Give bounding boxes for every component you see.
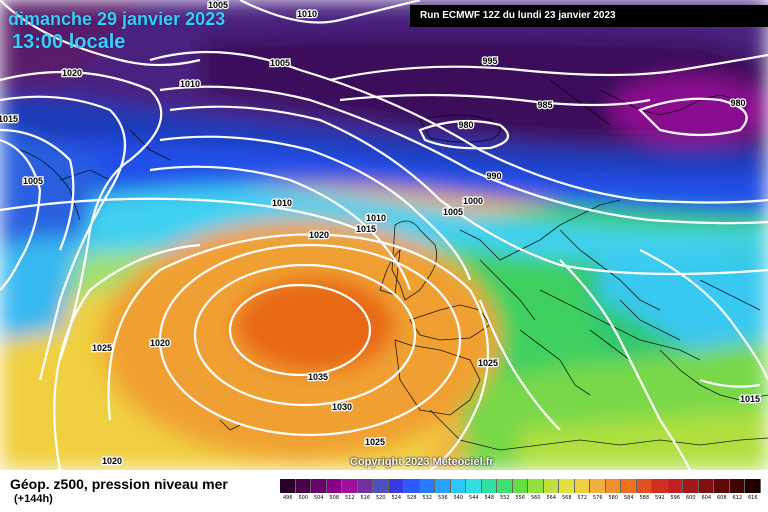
isobar-label: 1025	[365, 437, 385, 447]
scale-label: 572	[577, 495, 588, 501]
scale-label: 512	[344, 495, 355, 501]
isobars	[0, 0, 768, 470]
scale-swatch	[373, 479, 389, 493]
scale-label: 616	[747, 495, 758, 501]
isobar-label: 1000	[463, 196, 483, 206]
scale-label: 504	[313, 495, 324, 501]
scale-swatch	[636, 479, 652, 493]
scale-label: 608	[716, 495, 727, 501]
scale-label: 516	[360, 495, 371, 501]
scale-swatch	[481, 479, 497, 493]
scale-swatch	[342, 479, 358, 493]
scale-swatch	[357, 479, 373, 493]
copyright-text: Copyright 2023 Meteociel.fr	[350, 456, 494, 468]
scale-swatch	[621, 479, 637, 493]
scale-swatch	[435, 479, 451, 493]
scale-label: 540	[453, 495, 464, 501]
scale-label: 548	[484, 495, 495, 501]
scale-label: 528	[406, 495, 417, 501]
scale-label: 532	[422, 495, 433, 501]
isobar-label: 995	[482, 56, 497, 66]
scale-label: 568	[561, 495, 572, 501]
scale-swatch	[667, 479, 683, 493]
scale-swatch	[745, 479, 761, 493]
forecast-lead-time: (+144h)	[14, 493, 53, 505]
scale-swatch	[295, 479, 311, 493]
isobar-label: 1030	[332, 402, 352, 412]
forecast-date: dimanche 29 janvier 2023	[8, 9, 226, 29]
scale-swatch	[698, 479, 714, 493]
scale-label: 552	[499, 495, 510, 501]
scale-label: 612	[732, 495, 743, 501]
isobar-label: 1010	[272, 198, 292, 208]
scale-swatch	[512, 479, 528, 493]
z500-mslp-map: 1005 1010 1020 1015 1010 1005 1005 995 9…	[0, 0, 768, 470]
scale-swatch	[605, 479, 621, 493]
scale-swatch	[574, 479, 590, 493]
scale-swatch	[466, 479, 482, 493]
scale-label: 600	[685, 495, 696, 501]
product-title: Géop. z500, pression niveau mer	[10, 476, 228, 492]
isobar-label: 1015	[356, 224, 376, 234]
scale-swatch	[419, 479, 435, 493]
scale-label: 544	[468, 495, 479, 501]
isobar-label: 1020	[62, 68, 82, 78]
isobar-label: 1020	[150, 338, 170, 348]
isobar-label: 990	[486, 171, 501, 181]
isobar-label: 1020	[102, 456, 122, 466]
isobar-label: 1005	[443, 207, 463, 217]
scale-label: 564	[546, 495, 557, 501]
scale-swatch	[714, 479, 730, 493]
isobar-label: 985	[537, 100, 552, 110]
scale-swatch	[528, 479, 544, 493]
isobar-label: 1035	[308, 372, 328, 382]
scale-swatch	[729, 479, 745, 493]
isobar-label: 980	[730, 98, 745, 108]
scale-swatch	[388, 479, 404, 493]
isobar-label: 1025	[92, 343, 112, 353]
scale-swatch	[590, 479, 606, 493]
scale-label: 556	[515, 495, 526, 501]
scale-swatch	[311, 479, 327, 493]
scale-swatch	[280, 479, 296, 493]
scale-label: 500	[298, 495, 309, 501]
isobar-label: 1005	[23, 176, 43, 186]
scale-swatch	[326, 479, 342, 493]
scale-label: 524	[391, 495, 402, 501]
isobar-label: 1005	[270, 58, 290, 68]
scale-label: 536	[437, 495, 448, 501]
scale-swatch	[683, 479, 699, 493]
scale-swatch	[497, 479, 513, 493]
scale-swatch	[543, 479, 559, 493]
model-run-label: Run ECMWF 12Z du lundi 23 janvier 2023	[410, 5, 768, 27]
scale-label: 580	[608, 495, 619, 501]
isobar-label: 1025	[478, 358, 498, 368]
scale-label: 508	[329, 495, 340, 501]
scale-label: 576	[592, 495, 603, 501]
isobar-label: 1005	[208, 0, 228, 10]
isobar-label: 980	[458, 120, 473, 130]
forecast-time: 13:00 locale	[12, 31, 126, 53]
isobar-label: 1015	[740, 394, 760, 404]
scale-label: 496	[282, 495, 293, 501]
isobar-labels: 1005 1010 1020 1015 1010 1005 1005 995 9…	[0, 0, 761, 467]
scale-swatch	[652, 479, 668, 493]
isobar-label: 1015	[0, 114, 18, 124]
isobar-label: 1010	[180, 79, 200, 89]
isobar-label: 1010	[297, 9, 317, 19]
scale-label: 596	[670, 495, 681, 501]
scale-swatch	[559, 479, 575, 493]
scale-label: 604	[701, 495, 712, 501]
isobar-label: 1010	[366, 213, 386, 223]
scale-label: 592	[654, 495, 665, 501]
scale-label: 520	[375, 495, 386, 501]
geopotential-field	[0, 0, 768, 470]
isobar-label: 1020	[309, 230, 329, 240]
scale-label: 588	[639, 495, 650, 501]
scale-label: 560	[530, 495, 541, 501]
scale-label: 584	[623, 495, 634, 501]
scale-swatch	[450, 479, 466, 493]
scale-swatch	[404, 479, 420, 493]
